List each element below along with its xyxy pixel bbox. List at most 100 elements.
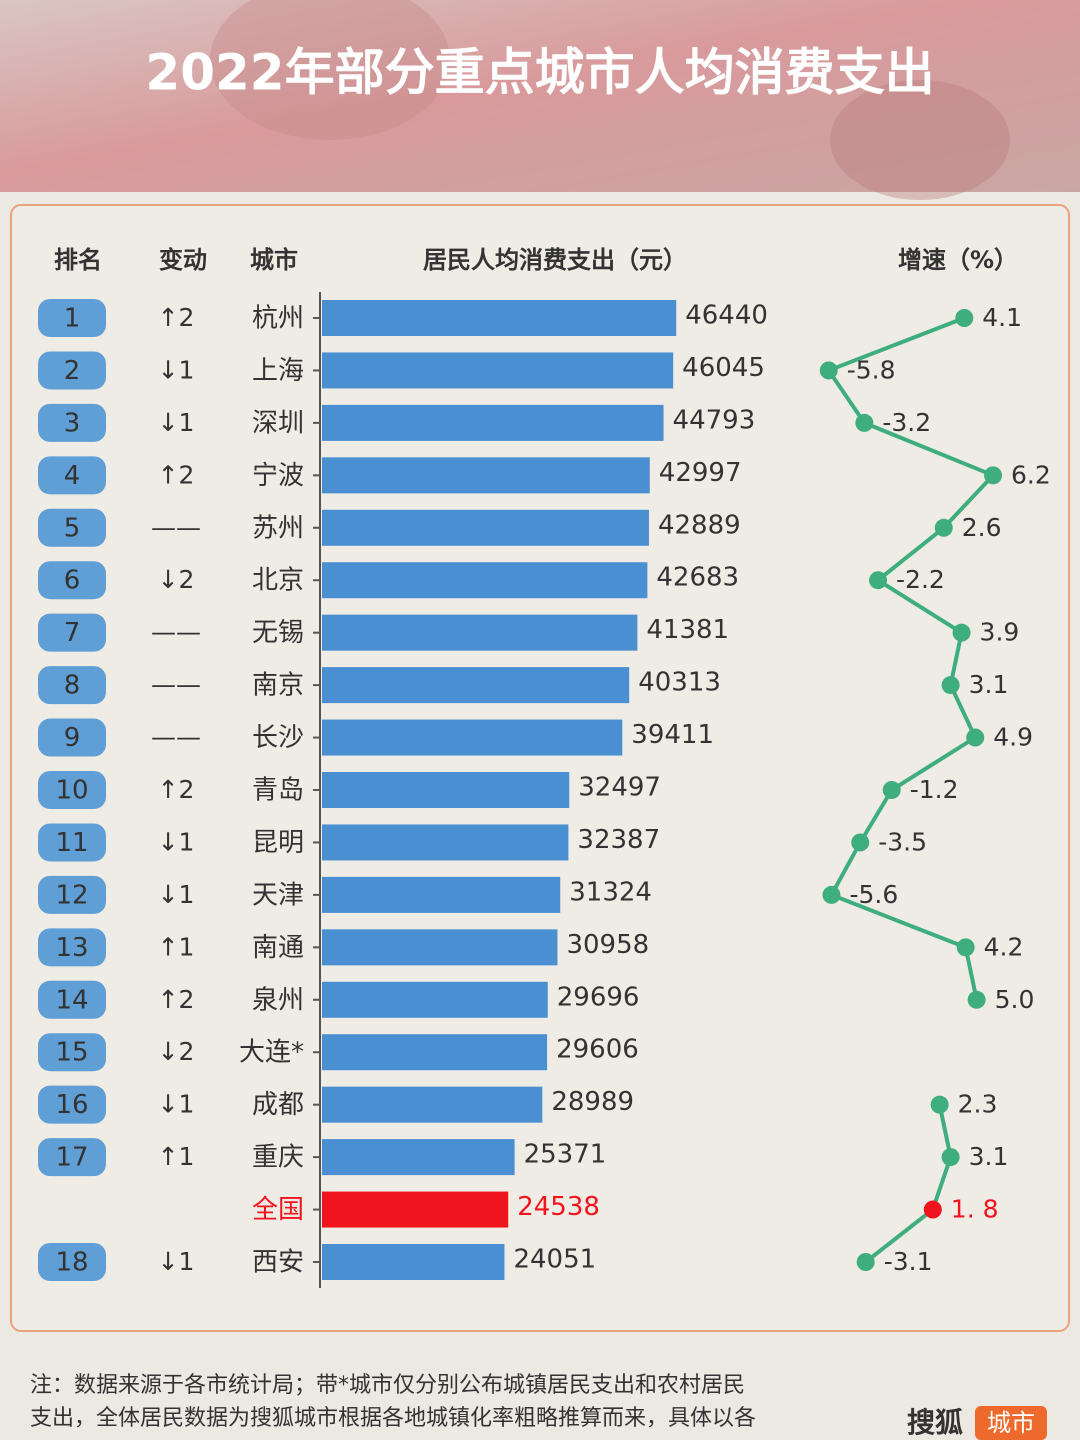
growth-point [856, 1253, 875, 1271]
bar [322, 824, 569, 861]
growth-point [941, 1148, 960, 1167]
rank: 10 [55, 776, 88, 806]
bar [322, 509, 649, 546]
card [10, 204, 1070, 1332]
rank-badge [38, 875, 106, 914]
bar [322, 772, 570, 808]
city: 泉州 [252, 985, 304, 1015]
value-label: 29696 [557, 982, 640, 1012]
growth-label: 3.1 [969, 1142, 1009, 1171]
growth-label: -1.2 [910, 775, 959, 804]
value-label: 39411 [631, 720, 714, 750]
growth-label: 3.1 [969, 670, 1009, 699]
value-label: 42997 [659, 458, 742, 488]
change: ↓1 [158, 827, 195, 856]
growth-point [822, 885, 841, 904]
value-label: 44793 [673, 405, 756, 435]
change: —— [151, 723, 201, 752]
rank-badge [38, 561, 106, 600]
rank-badge [38, 403, 106, 442]
value-label: 28989 [551, 1087, 634, 1117]
rank-badge [38, 928, 106, 967]
city: 成都 [252, 1090, 304, 1120]
value-label: 42889 [658, 510, 741, 540]
rank: 18 [55, 1248, 88, 1278]
rank: 13 [55, 933, 88, 963]
growth-label: 4.9 [993, 723, 1033, 752]
footnote: 注：数据来源于各市统计局；带*城市仅分别公布城镇居民支出和农村居民 [30, 1373, 745, 1398]
rank-badge [38, 456, 106, 495]
rank: 1 [64, 304, 81, 334]
banner [0, 0, 1080, 192]
rank-badge [38, 980, 106, 1019]
growth-label: -3.5 [878, 827, 927, 856]
logo-badge [975, 1406, 1047, 1440]
city: 苏州 [252, 513, 304, 543]
change: ↑2 [158, 985, 195, 1014]
growth-point [930, 1095, 949, 1114]
city: 宁波 [252, 461, 304, 491]
city: 南通 [252, 933, 304, 963]
value-label: 31324 [569, 877, 652, 907]
growth-label: -3.2 [882, 408, 931, 437]
rank-badge [38, 613, 106, 652]
header: 居民人均消费支出（元） [423, 246, 687, 274]
bar [322, 352, 674, 389]
change: —— [151, 618, 201, 647]
value-label: 29606 [556, 1035, 639, 1065]
rank: 12 [55, 880, 88, 910]
city: 大连* [239, 1038, 304, 1068]
change: ↑2 [158, 775, 195, 804]
value-label: 46045 [682, 353, 765, 383]
growth-point [984, 466, 1003, 485]
bar [322, 1244, 505, 1280]
logo-brand: 搜狐 [907, 1406, 963, 1439]
rank-badge [38, 351, 106, 390]
rank: 14 [55, 985, 88, 1015]
value-label: 42683 [656, 563, 739, 593]
rank-badge [38, 666, 106, 705]
change: ↓1 [158, 1090, 195, 1119]
city: 深圳 [252, 408, 304, 438]
growth-point [855, 413, 874, 432]
bar [322, 614, 638, 651]
rank: 5 [64, 513, 81, 543]
city: 天津 [252, 880, 304, 910]
growth-point [956, 938, 975, 957]
value-label: 30958 [566, 930, 649, 960]
bar [322, 562, 648, 599]
value-label: 25371 [524, 1140, 607, 1170]
bar [322, 667, 630, 704]
rank: 7 [64, 618, 81, 648]
rank-badge [38, 1243, 106, 1281]
rank: 16 [55, 1090, 88, 1120]
growth-point [923, 1200, 942, 1219]
growth-label: 6.2 [1011, 460, 1051, 489]
bar [322, 300, 677, 336]
bar [322, 929, 558, 966]
city: 西安 [252, 1248, 304, 1278]
banner-deco [210, 0, 450, 140]
rank-badge [38, 771, 106, 809]
city: 上海 [252, 356, 304, 386]
banner-deco [830, 80, 1010, 200]
rank-badge [38, 299, 106, 337]
rank: 9 [64, 723, 81, 753]
growth-point [819, 361, 838, 380]
city: 杭州 [252, 304, 304, 334]
header: 城市 [250, 246, 298, 274]
value-label: 46440 [685, 301, 768, 331]
header: 排名 [54, 246, 102, 274]
value-label: 40313 [638, 668, 721, 698]
change: ↑2 [158, 460, 195, 489]
growth-label: -3.1 [884, 1247, 933, 1276]
growth-label: 4.2 [984, 932, 1024, 961]
growth-point [967, 990, 986, 1009]
bar [322, 1139, 515, 1176]
bar [322, 1034, 548, 1071]
growth-label: 5.0 [995, 985, 1035, 1014]
value-label: 32497 [578, 773, 661, 803]
change: ↑1 [158, 932, 195, 961]
city: 青岛 [252, 776, 304, 806]
